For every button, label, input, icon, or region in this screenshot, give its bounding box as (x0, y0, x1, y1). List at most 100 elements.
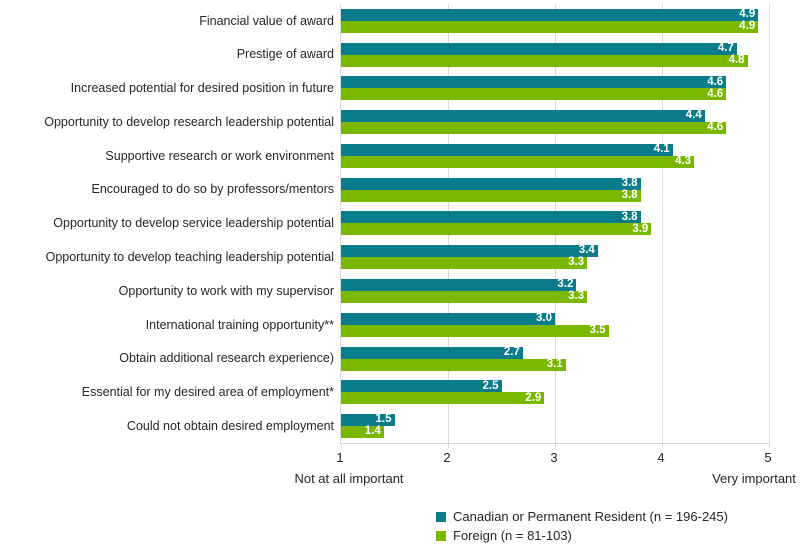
bar-rows: 4.9 4.9 4.7 4.8 4.6 4.6 4.4 4.6 4.1 4.3 3.8 3.8 3.8 3… (341, 4, 769, 443)
bar: 4.3 (341, 155, 695, 168)
bar: 3.0 (341, 313, 555, 325)
bar: 3.8 (341, 210, 641, 224)
category-label: Could not obtain desired employment (126, 418, 334, 433)
category-label: Opportunity to develop teaching leadersh… (45, 249, 334, 264)
x-axis-label-right: Very important (712, 471, 796, 486)
bar-value-label: 2.7 (503, 345, 520, 358)
bar-value-label: 3.3 (568, 256, 585, 269)
bar-value-label: 4.1 (653, 143, 670, 156)
legend: Canadian or Permanent Resident (n = 196-… (436, 510, 728, 542)
bar-value-label: 3.3 (568, 290, 585, 303)
category-label: Encouraged to do so by professors/mentor… (91, 182, 335, 197)
bar: 3.1 (341, 357, 566, 371)
bar: 3.8 (341, 188, 641, 202)
bar-value-label: 3.4 (578, 244, 595, 257)
bar: 3.5 (341, 325, 609, 337)
bar: 2.5 (341, 379, 502, 393)
legend-label: Canadian or Permanent Resident (n = 196-… (453, 509, 728, 524)
bar-value-label: 3.5 (589, 324, 606, 337)
bar-value-label: 3.8 (621, 210, 638, 223)
category-label: Increased potential for desired position… (70, 81, 334, 96)
bar-value-label: 3.2 (557, 278, 574, 291)
bar: 4.9 (341, 8, 759, 21)
legend-item: Canadian or Permanent Resident (n = 196-… (436, 510, 728, 523)
tick-mark (341, 443, 342, 448)
bar-value-label: 3.8 (621, 176, 638, 189)
bar-value-label: 2.5 (482, 379, 499, 392)
bar-group: 3.8 3.8 (341, 173, 769, 207)
x-tick-label: 2 (443, 450, 451, 465)
bar-group: 3.2 3.3 (341, 274, 769, 308)
bar-group: 4.7 4.8 (341, 38, 769, 72)
bar-value-label: 1.5 (375, 413, 392, 426)
bar: 1.5 (341, 413, 395, 427)
bar-group: 4.1 4.3 (341, 139, 769, 173)
bar-value-label: 4.6 (707, 121, 724, 134)
bar-group: 2.7 3.1 (341, 342, 769, 376)
bar: 3.3 (341, 256, 588, 270)
category-label: Supportive research or work environment (105, 148, 334, 163)
bar: 4.6 (341, 87, 727, 101)
legend-swatch-icon (436, 530, 446, 541)
bar-value-label: 1.4 (364, 425, 381, 438)
category-label: Opportunity to work with my supervisor (118, 283, 334, 298)
category-label: International training opportunity** (145, 317, 334, 332)
bar-value-label: 4.6 (707, 87, 724, 100)
bar: 4.1 (341, 144, 673, 156)
bar: 4.6 (341, 76, 727, 89)
bar-group: 3.8 3.9 (341, 207, 769, 241)
bar-value-label: 4.9 (739, 8, 756, 21)
category-label: Opportunity to develop research leadersh… (44, 114, 334, 129)
bar: 2.7 (341, 345, 523, 359)
bar: 4.4 (341, 109, 705, 123)
tick-mark (448, 443, 449, 448)
category-label: Essential for my desired area of employm… (81, 385, 334, 400)
x-tick-label: 4 (657, 450, 665, 465)
x-tick-label: 1 (336, 450, 344, 465)
bar: 4.7 (341, 41, 737, 55)
bar-value-label: 3.0 (536, 312, 552, 325)
bar-value-label: 4.3 (675, 155, 692, 168)
bar-value-label: 2.9 (525, 391, 542, 404)
bar-value-label: 4.9 (739, 20, 756, 33)
bar: 4.6 (341, 121, 727, 135)
bar-group: 1.5 1.4 (341, 409, 769, 443)
category-label: Opportunity to develop service leadershi… (53, 216, 334, 231)
category-label: Financial value of award (199, 13, 334, 28)
bar-value-label: 4.4 (685, 109, 702, 122)
bar: 3.2 (341, 278, 577, 291)
legend-swatch-icon (436, 511, 446, 522)
category-labels: Financial value of award Prestige of awar… (0, 4, 334, 443)
category-label: Obtain additional research experience) (119, 351, 334, 366)
bar-value-label: 3.8 (621, 188, 638, 201)
bar-value-label: 4.7 (717, 41, 734, 54)
x-axis-ticks: 1 2 3 4 5 (336, 450, 772, 467)
bar-value-label: 3.1 (546, 357, 563, 370)
bar: 4.9 (341, 20, 759, 33)
bar-group: 3.0 3.5 (341, 308, 769, 342)
bar-value-label: 4.8 (728, 53, 745, 66)
category-label: Prestige of award (236, 47, 334, 62)
x-axis-label-left: Not at all important (294, 471, 404, 486)
bar: 2.9 (341, 391, 545, 405)
bar-group: 4.6 4.6 (341, 72, 769, 106)
plot-area: 4.9 4.9 4.7 4.8 4.6 4.6 4.4 4.6 4.1 4.3 3.8 3.8 3.8 3… (340, 4, 770, 448)
x-tick-label: 3 (550, 450, 558, 465)
bar: 3.4 (341, 244, 598, 258)
bar-value-label: 3.9 (632, 222, 649, 235)
bar: 3.3 (341, 290, 588, 303)
legend-label: Foreign (n = 81-103) (453, 528, 572, 543)
bar-group: 3.4 3.3 (341, 240, 769, 274)
tick-mark (555, 443, 556, 448)
bar-group: 4.9 4.9 (341, 4, 769, 38)
gridline (662, 4, 663, 443)
tick-mark (662, 443, 663, 448)
legend-item: Foreign (n = 81-103) (436, 529, 728, 542)
bar: 1.4 (341, 425, 384, 439)
tick-mark (769, 443, 770, 448)
bar-group: 4.4 4.6 (341, 105, 769, 139)
x-tick-label: 5 (764, 450, 772, 465)
bar-group: 2.5 2.9 (341, 375, 769, 409)
bar: 3.9 (341, 222, 652, 236)
